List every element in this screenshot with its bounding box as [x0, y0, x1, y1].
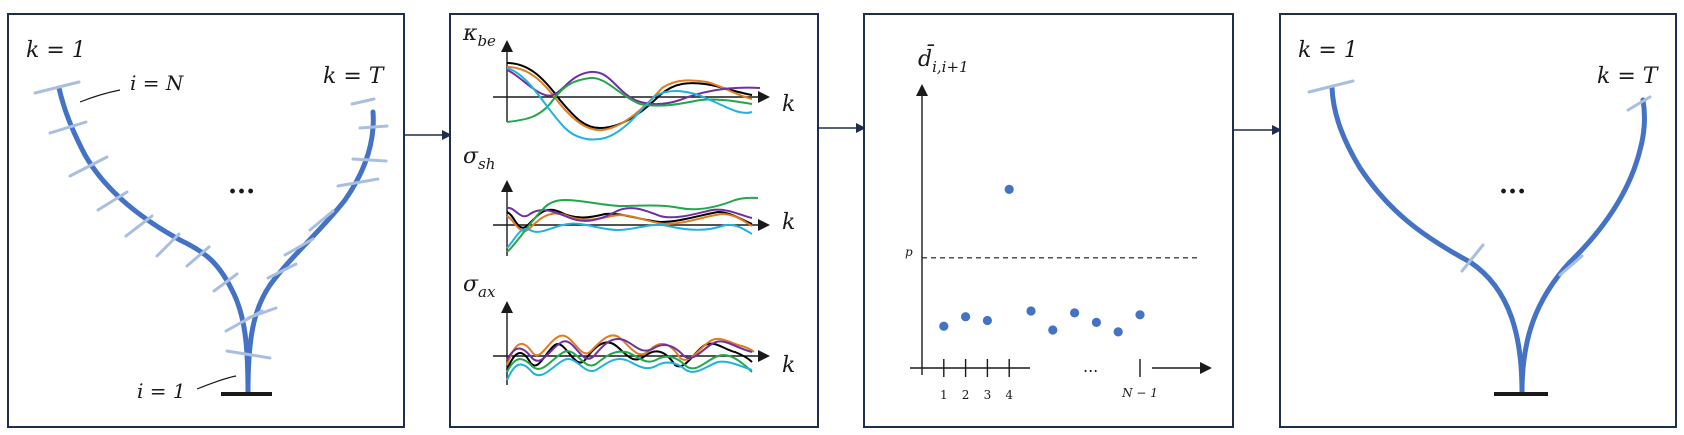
left-branch-curve: [1329, 85, 1525, 395]
plot-1-curve: [506, 76, 753, 123]
tick-mark: [33, 80, 81, 95]
tick-mark: [1460, 243, 1485, 273]
tick-mark: [246, 306, 278, 320]
ellipsis-panel-1: ...: [228, 170, 255, 200]
scatter-point: [1026, 306, 1036, 316]
scatter-point: [1048, 325, 1058, 335]
panel-3-frame: [863, 13, 1234, 428]
scatter-y-label: d̄i,i+1: [918, 44, 969, 76]
plot-3-curve: [506, 334, 755, 366]
panel-2: κbe k σsh k σax k: [449, 13, 819, 428]
leader-line-i-bottom: [196, 375, 237, 390]
panel-1: k = 1 i = N k = T ... i = 1: [7, 13, 405, 428]
tick-mark: [185, 245, 211, 268]
ellipsis-panel-3: ...: [1083, 357, 1098, 376]
scatter-point: [1004, 184, 1014, 194]
plot-3-label-sub: ax: [478, 283, 496, 301]
plot-3-k-label: k: [782, 353, 795, 378]
tick-mark: [336, 177, 380, 188]
scatter-point: [1113, 327, 1123, 337]
scatter-point: [1135, 310, 1145, 320]
plot-2-label-sub: sh: [478, 155, 495, 173]
right-branch-ticks: [246, 97, 389, 320]
plot-2-curve: [506, 212, 753, 232]
leader-line-i-top: [79, 89, 121, 103]
plot-3-label: σax: [463, 272, 496, 301]
plot-1-label: κbe: [462, 21, 496, 50]
plot-1-curve: [506, 67, 753, 141]
tick-mark: [350, 97, 376, 106]
plot-2-curves: [506, 196, 759, 253]
plot-3-curves: [506, 334, 755, 381]
x-tick-label: 4: [1005, 388, 1013, 402]
plot-1-curves: [506, 62, 761, 141]
plot-2-curve: [506, 222, 753, 249]
tick-mark: [48, 120, 88, 135]
plot-1-label-sub: be: [477, 32, 496, 50]
scatter-y-label-sub: i,i+1: [932, 58, 968, 76]
left-branch-curve: [56, 85, 251, 395]
panel-4: k = 1 k = T ...: [1279, 13, 1677, 428]
label-k-last: k = T: [323, 64, 386, 89]
label-i-top: i = N: [130, 71, 185, 95]
plot-3-label-base: σ: [463, 272, 479, 297]
tick-mark: [1307, 79, 1355, 94]
right-branch-curve: [245, 109, 376, 395]
x-tick-label-last: N − 1: [1121, 386, 1158, 400]
label-k-first: k = 1: [26, 38, 86, 63]
tick-mark: [1558, 254, 1584, 277]
scatter-y-label-base: d̄: [918, 44, 935, 72]
scatter-point: [961, 312, 971, 322]
scatter-points: [939, 184, 1145, 337]
scatter-point: [939, 321, 949, 331]
plot-3-curve: [506, 338, 753, 362]
tick-mark: [1626, 95, 1652, 112]
tick-mark: [212, 272, 239, 293]
right-branch-curve: [1519, 97, 1648, 395]
plot-2-label-base: σ: [463, 144, 479, 169]
x-tick-label: 3: [984, 388, 992, 402]
tick-mark: [308, 209, 335, 232]
plot-2-k-label: k: [782, 210, 795, 235]
x-tick-label: 1: [940, 388, 948, 402]
plot-2-label: σsh: [463, 144, 495, 173]
scatter-point: [1070, 308, 1080, 318]
tick-mark: [96, 190, 129, 212]
tick-mark: [283, 237, 315, 257]
label-k-first: k = 1: [1298, 38, 1358, 63]
tick-mark: [351, 157, 388, 163]
left-branch-ticks: [33, 80, 272, 360]
label-k-last: k = T: [1597, 64, 1660, 89]
scatter-point: [982, 315, 993, 326]
tick-mark: [225, 349, 272, 360]
ellipsis-panel-4: ...: [1499, 170, 1526, 200]
x-tick-label: 2: [962, 388, 970, 402]
tick-mark: [266, 262, 298, 280]
plot-2-curve: [506, 196, 759, 253]
tick-mark: [68, 155, 109, 178]
threshold-label: p: [905, 245, 913, 259]
plot-3-curve: [506, 350, 753, 373]
scatter-point: [1091, 317, 1101, 327]
plot-2-curve: [506, 208, 753, 229]
plot-3-curve: [506, 357, 753, 381]
plot-1-k-label: k: [782, 92, 795, 117]
tick-mark: [358, 124, 389, 130]
label-i-bottom: i = 1: [137, 379, 186, 403]
tick-mark: [155, 232, 181, 258]
plot-2-curve: [506, 206, 753, 222]
tick-mark: [124, 214, 154, 238]
panel-2-frame: [449, 13, 819, 428]
plot-1-label-base: κ: [462, 21, 478, 46]
